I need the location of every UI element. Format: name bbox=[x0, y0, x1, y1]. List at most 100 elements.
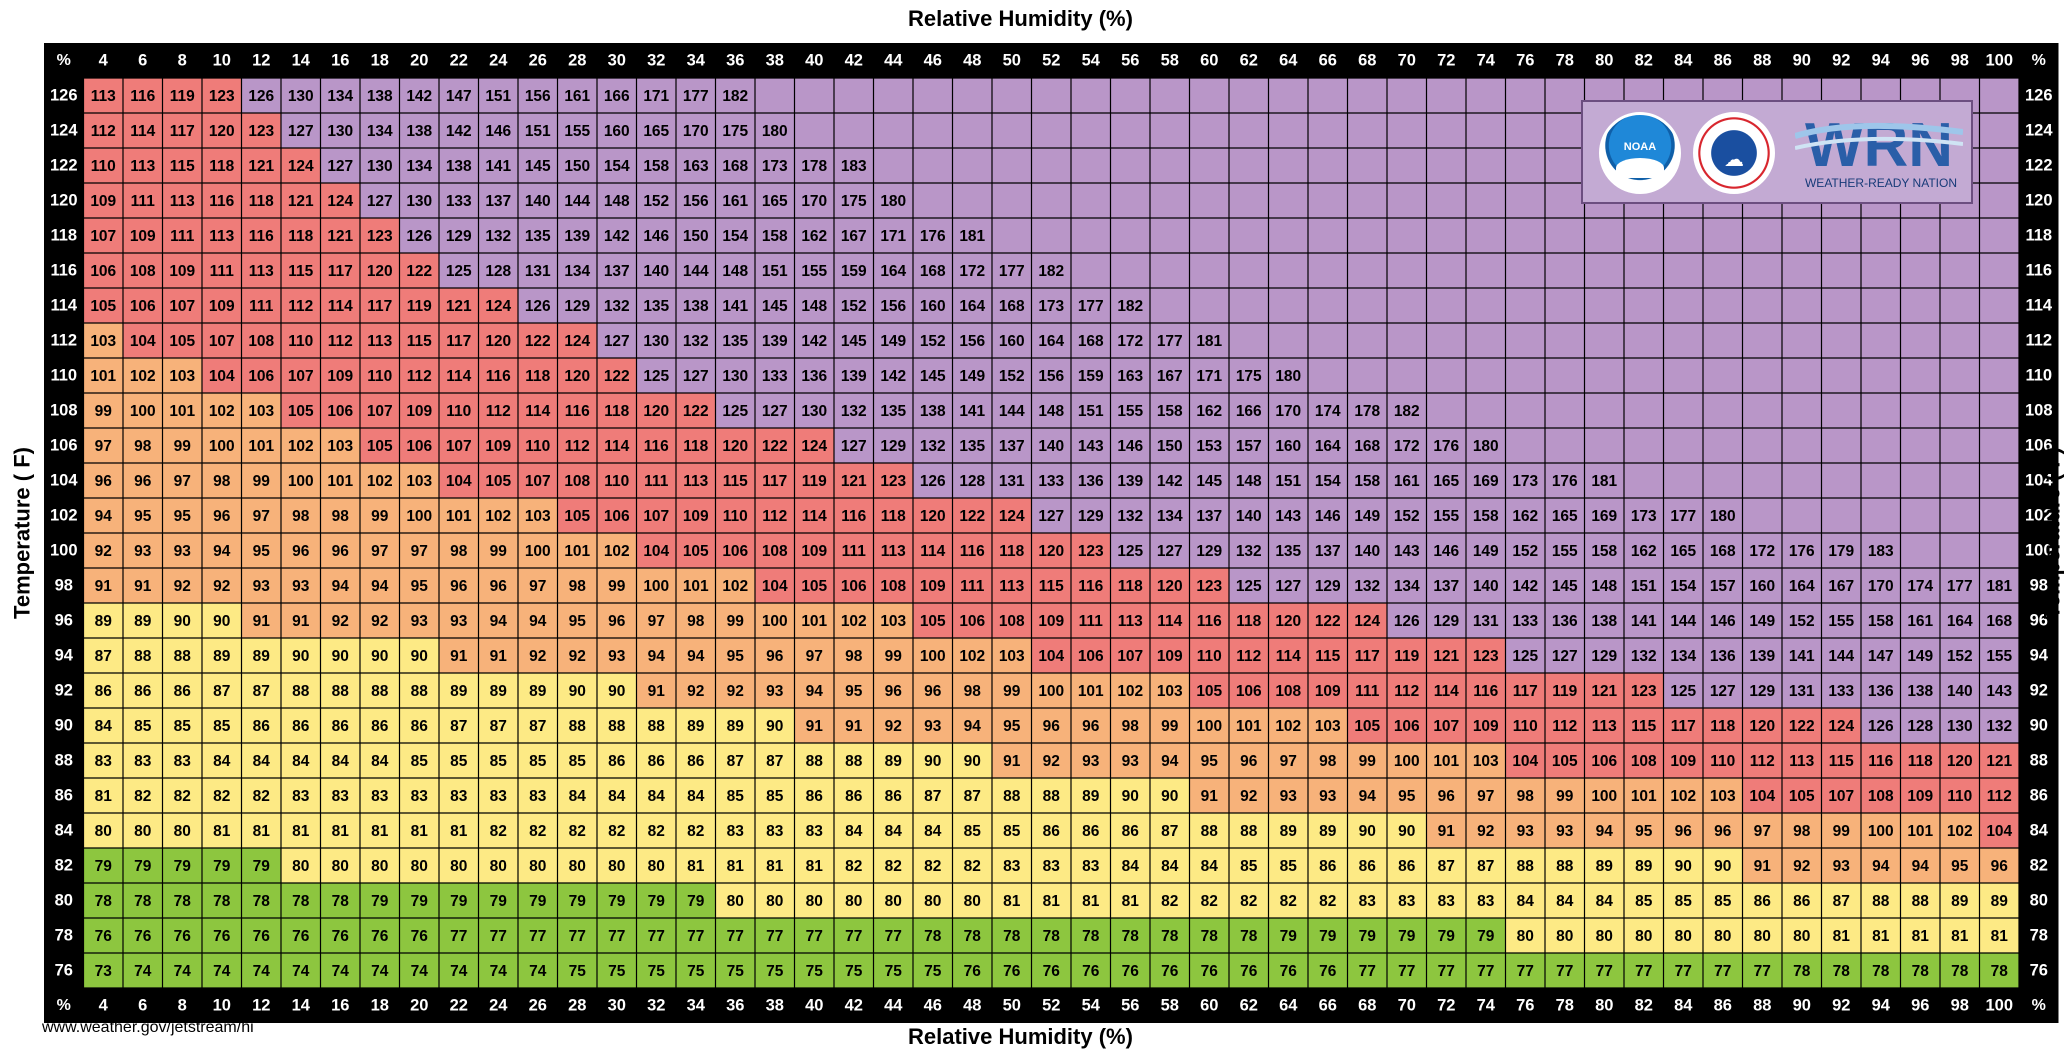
heat-cell-value: 127 bbox=[1275, 578, 1301, 595]
heat-cell-value: 77 bbox=[1398, 963, 1415, 980]
heat-cell bbox=[636, 78, 676, 113]
heat-cell bbox=[676, 288, 716, 323]
wrn-tagline: WEATHER-READY NATION bbox=[1804, 176, 1957, 190]
heat-cell-value: 77 bbox=[490, 928, 507, 945]
heat-cell-value: 149 bbox=[1354, 508, 1380, 525]
heat-cell-value: 114 bbox=[802, 508, 827, 525]
heat-cell bbox=[755, 253, 795, 288]
heat-cell-value: 100 bbox=[406, 508, 432, 525]
heat-cell bbox=[952, 288, 992, 323]
heat-cell-value: 86 bbox=[1319, 858, 1337, 875]
heat-cell-value: 118 bbox=[881, 508, 906, 525]
heat-cell-value: 114 bbox=[130, 123, 155, 140]
heat-cell-value: 78 bbox=[1793, 963, 1811, 980]
heat-cell-value: 119 bbox=[170, 88, 195, 105]
heat-cell-value: 139 bbox=[1117, 473, 1143, 490]
heat-cell-value: 167 bbox=[1828, 578, 1854, 595]
heat-cell bbox=[439, 148, 479, 183]
heat-cell-value: 74 bbox=[411, 963, 429, 980]
heat-cell-value: 122 bbox=[1789, 718, 1815, 735]
heat-cell bbox=[1347, 638, 1387, 673]
heat-cell-value: 98 bbox=[292, 508, 310, 525]
heat-cell-value: 146 bbox=[1117, 438, 1143, 455]
heat-cell-value: 95 bbox=[727, 648, 745, 665]
x-axis-title-bottom: Relative Humidity (%) bbox=[908, 1024, 1133, 1049]
heat-cell bbox=[992, 638, 1032, 673]
heat-cell bbox=[952, 218, 992, 253]
heat-cell bbox=[123, 218, 163, 253]
heat-cell-value: 99 bbox=[885, 648, 903, 665]
heat-cell bbox=[1821, 533, 1861, 568]
x-tick-label-top: 60 bbox=[1200, 52, 1218, 70]
heat-cell-value: 176 bbox=[1433, 438, 1459, 455]
heat-cell-value: 95 bbox=[1635, 823, 1653, 840]
heat-cell bbox=[281, 393, 321, 428]
heat-cell bbox=[992, 323, 1032, 358]
heat-cell-value: 116 bbox=[130, 88, 155, 105]
heat-cell-value: 117 bbox=[367, 298, 392, 315]
heat-cell-value: 80 bbox=[174, 823, 191, 840]
heat-cell bbox=[83, 183, 123, 218]
heat-cell-value: 102 bbox=[722, 578, 748, 595]
heat-cell-value: 103 bbox=[525, 508, 551, 525]
heat-cell bbox=[162, 638, 202, 673]
heat-cell-value: 101 bbox=[564, 543, 590, 560]
heat-cell-value: 109 bbox=[1038, 613, 1064, 630]
heat-cell-value: 99 bbox=[1003, 683, 1021, 700]
heat-cell-value: 100 bbox=[1196, 718, 1222, 735]
heat-cell bbox=[1071, 428, 1111, 463]
heat-cell-value: 103 bbox=[880, 613, 906, 630]
heat-cell-value: 82 bbox=[1280, 893, 1297, 910]
heat-cell bbox=[873, 603, 913, 638]
heat-cell bbox=[873, 358, 913, 393]
heat-cell-value: 77 bbox=[1675, 963, 1692, 980]
heat-cell bbox=[1229, 393, 1269, 428]
heat-cell-value: 158 bbox=[1473, 508, 1499, 525]
heat-cell-value: 91 bbox=[845, 718, 863, 735]
heat-cell-value: 129 bbox=[446, 228, 472, 245]
heat-cell-value: 77 bbox=[885, 928, 902, 945]
heat-cell-value: 83 bbox=[95, 753, 113, 770]
heat-cell-value: 162 bbox=[1631, 543, 1657, 560]
heat-cell bbox=[518, 78, 558, 113]
heat-cell-value: 113 bbox=[1118, 613, 1143, 630]
heat-cell-value: 122 bbox=[1315, 613, 1341, 630]
heat-cell-value: 86 bbox=[648, 753, 666, 770]
heat-cell-value: 118 bbox=[209, 158, 234, 175]
heat-cell-value: 112 bbox=[407, 368, 432, 385]
heat-cell bbox=[1940, 603, 1980, 638]
heat-cell bbox=[123, 498, 163, 533]
heat-cell bbox=[1110, 463, 1150, 498]
heat-cell-value: 96 bbox=[1714, 823, 1732, 840]
heat-cell-value: 77 bbox=[1714, 963, 1731, 980]
heat-cell bbox=[676, 463, 716, 498]
heat-cell-value: 108 bbox=[130, 263, 156, 280]
heat-cell-value: 98 bbox=[134, 438, 152, 455]
heat-cell-value: 86 bbox=[1398, 858, 1416, 875]
heat-cell-value: 93 bbox=[1280, 788, 1298, 805]
heat-cell-value: 146 bbox=[1315, 508, 1341, 525]
heat-cell-value: 139 bbox=[564, 228, 590, 245]
heat-cell-value: 80 bbox=[371, 858, 388, 875]
heat-cell bbox=[1031, 253, 1071, 288]
heat-cell bbox=[478, 218, 518, 253]
heat-cell bbox=[873, 428, 913, 463]
heat-cell-value: 78 bbox=[924, 928, 942, 945]
x-tick-label-bottom: 96 bbox=[1911, 997, 1929, 1015]
heat-cell-value: 93 bbox=[1833, 858, 1851, 875]
heat-cell bbox=[715, 603, 755, 638]
heat-cell bbox=[597, 533, 637, 568]
heat-cell bbox=[518, 393, 558, 428]
heat-cell-value: 106 bbox=[722, 543, 748, 560]
heat-cell bbox=[1071, 358, 1111, 393]
heat-cell bbox=[123, 428, 163, 463]
heat-cell-value: 90 bbox=[292, 648, 309, 665]
heat-cell-value: 104 bbox=[1749, 788, 1775, 805]
x-tick-label-bottom: 80 bbox=[1595, 997, 1613, 1015]
heat-cell bbox=[202, 323, 242, 358]
heat-cell-value: 175 bbox=[841, 193, 867, 210]
heat-cell-value: 129 bbox=[1315, 578, 1341, 595]
y-tick-label-left: 80 bbox=[55, 892, 73, 910]
heat-cell-value: 138 bbox=[446, 158, 472, 175]
heat-cell-value: 111 bbox=[131, 193, 156, 210]
